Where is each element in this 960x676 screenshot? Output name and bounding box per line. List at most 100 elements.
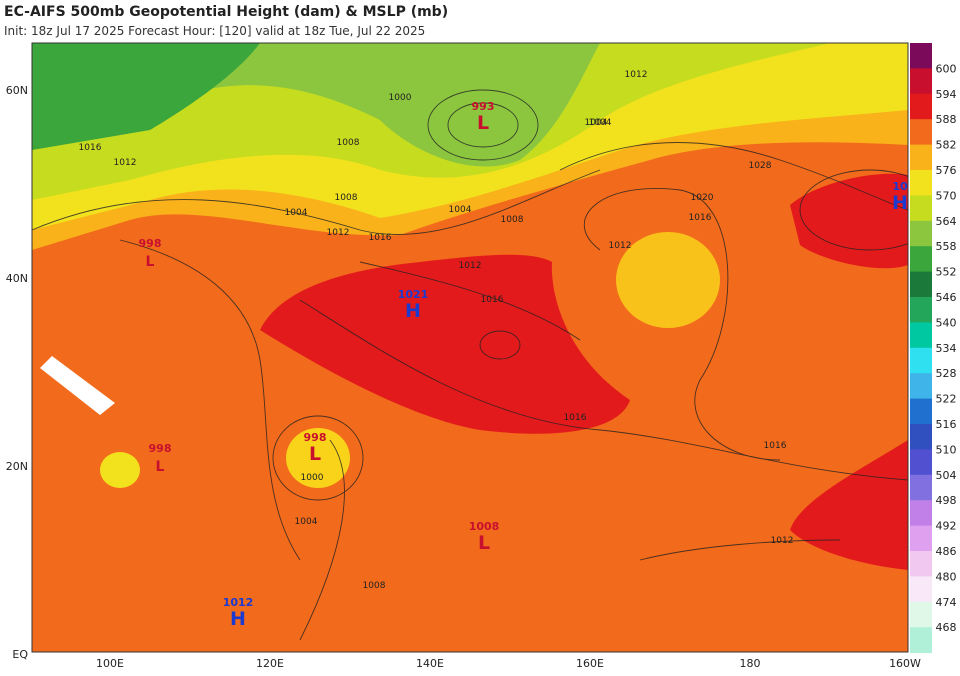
colorbar-label: 600 xyxy=(936,62,957,75)
contour-label: 1016 xyxy=(564,413,587,423)
colorbar-label: 534 xyxy=(936,342,957,355)
lat-label: 40N xyxy=(6,272,28,285)
center-value: 1012 xyxy=(223,596,254,609)
center-value: 998 xyxy=(139,237,162,250)
colorbar-cell xyxy=(910,373,932,400)
colorbar-label: 528 xyxy=(936,367,957,380)
center-value: 10 xyxy=(892,180,908,193)
colorbar-cell xyxy=(910,500,932,527)
colorbar-label: 468 xyxy=(936,621,957,634)
lat-label: 60N xyxy=(6,84,28,97)
contour-label: 1012 xyxy=(771,536,794,546)
lon-label: 180 xyxy=(740,657,761,670)
colorbar-cell xyxy=(910,220,932,247)
center-letter: L xyxy=(478,532,490,554)
colorbar-label: 522 xyxy=(936,393,957,406)
colorbar-cell xyxy=(910,119,932,146)
center-value: 1008 xyxy=(469,520,500,533)
center-value: 998 xyxy=(304,431,327,444)
colorbar-cell xyxy=(910,297,932,323)
colorbar-label: 480 xyxy=(936,570,957,583)
colorbar-cell xyxy=(910,449,932,476)
contour-label: 1016 xyxy=(369,233,392,243)
colorbar-cell xyxy=(910,271,932,298)
colorbar-cell xyxy=(910,474,932,501)
lon-label: 100E xyxy=(96,657,124,670)
center-letter: L xyxy=(309,443,321,465)
contour-label: 1012 xyxy=(625,70,648,80)
colorbar-label: 486 xyxy=(936,545,957,558)
map-fields xyxy=(32,43,908,652)
colorbar-label: 474 xyxy=(936,596,957,609)
contour-label: 1004 xyxy=(585,118,608,128)
contour-label: 1008 xyxy=(337,138,360,148)
center-letter: H xyxy=(405,300,421,322)
colorbar-label: 504 xyxy=(936,469,957,482)
colorbar-cell xyxy=(910,576,932,603)
colorbar-cell xyxy=(910,170,932,196)
lon-label: 120E xyxy=(256,657,284,670)
center-letter: H xyxy=(230,608,246,630)
contour-label: 1016 xyxy=(79,143,102,153)
center-letter: H xyxy=(892,192,908,214)
contour-label: 1012 xyxy=(327,228,350,238)
lat-label: 20N xyxy=(6,460,28,473)
colorbar-label: 564 xyxy=(936,215,957,228)
colorbar-label: 582 xyxy=(936,139,957,152)
colorbar-label: 588 xyxy=(936,113,957,126)
center-letter: L xyxy=(156,459,165,475)
colorbar-cell xyxy=(910,347,932,374)
contour-label: 1004 xyxy=(449,205,472,215)
contour-label: 1012 xyxy=(609,241,632,251)
center-letter: L xyxy=(477,112,489,134)
colorbar-cell xyxy=(910,322,932,349)
colorbar-label: 552 xyxy=(936,266,957,279)
colorbar-cell xyxy=(910,246,932,273)
colorbar-cell xyxy=(910,93,932,120)
colorbar-label: 492 xyxy=(936,520,957,533)
colorbar-label: 576 xyxy=(936,164,957,177)
lon-label: 160E xyxy=(576,657,604,670)
colorbar-cell xyxy=(910,68,932,95)
contour-label: 1016 xyxy=(764,441,787,451)
colorbar-label: 594 xyxy=(936,88,957,101)
lon-label: 140E xyxy=(416,657,444,670)
colorbar-cell xyxy=(910,551,932,577)
contour-label: 1000 xyxy=(301,473,324,483)
contour-label: 1004 xyxy=(285,208,308,218)
contour-label: 1000 xyxy=(389,93,412,103)
colorbar-label: 516 xyxy=(936,418,957,431)
contour-label: 1012 xyxy=(459,261,482,271)
colorbar-label: 510 xyxy=(936,443,957,456)
colorbar-cell xyxy=(910,43,932,69)
subtitle: Init: 18z Jul 17 2025 Forecast Hour: [12… xyxy=(4,24,425,38)
contour-label: 1012 xyxy=(114,158,137,168)
colorbar-cell xyxy=(910,424,932,450)
center-value: 1021 xyxy=(398,288,429,301)
colorbar-cell xyxy=(910,627,932,654)
lon-label: 160W xyxy=(889,657,921,670)
lat-label: EQ xyxy=(12,648,28,661)
colorbar-cell xyxy=(910,144,932,171)
center-value: 993 xyxy=(472,100,495,113)
colorbar-cell xyxy=(910,195,932,222)
colorbar-label: 546 xyxy=(936,291,957,304)
center-letter: L xyxy=(146,254,155,270)
contour-label: 1008 xyxy=(501,215,524,225)
contour-label: 1020 xyxy=(691,193,714,203)
contour-label: 1008 xyxy=(335,193,358,203)
colorbar-label: 540 xyxy=(936,316,957,329)
contour-label: 1004 xyxy=(589,118,612,128)
colorbar-label: 558 xyxy=(936,240,957,253)
center-value: 998 xyxy=(149,442,172,455)
contour-label: 1016 xyxy=(689,213,712,223)
colorbar-label: 498 xyxy=(936,494,957,507)
title: EC-AIFS 500mb Geopotential Height (dam) … xyxy=(4,4,448,20)
contour-label: 1016 xyxy=(481,295,504,305)
contour-label: 1028 xyxy=(749,161,772,171)
contour-label: 1008 xyxy=(363,581,386,591)
colorbar-cell xyxy=(910,601,932,628)
colorbar-label: 570 xyxy=(936,189,957,202)
